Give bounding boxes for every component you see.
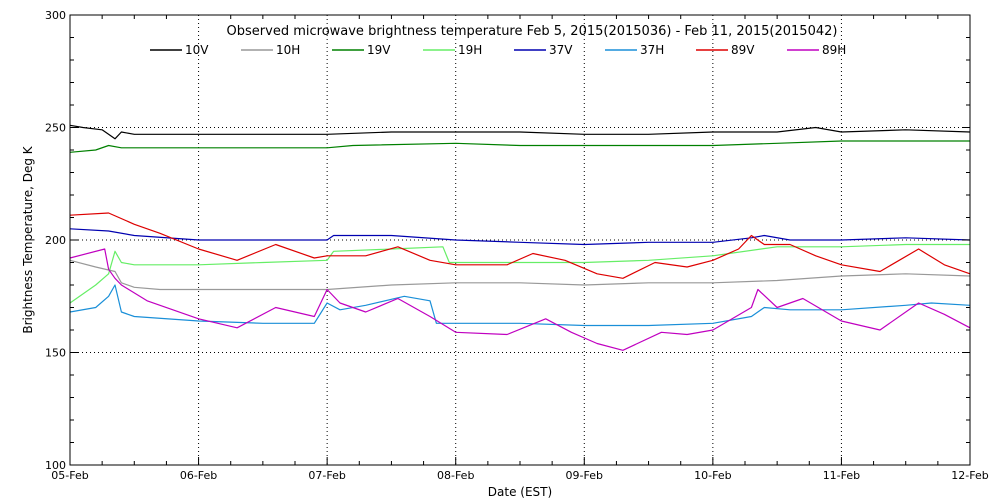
y-tick-label: 250 <box>45 122 66 135</box>
x-tick-label: 06-Feb <box>180 469 217 482</box>
y-tick-label: 150 <box>45 347 66 360</box>
series-layer <box>69 124 971 351</box>
legend-label-19h: 19H <box>458 43 482 57</box>
series-line-89v <box>69 212 971 279</box>
x-tick-label: 05-Feb <box>51 469 88 482</box>
legend-label-37h: 37H <box>640 43 664 57</box>
y-axis-title: Brightness Temperature, Deg K <box>21 145 35 333</box>
legend-label-10v: 10V <box>185 43 209 57</box>
legend-label-19v: 19V <box>367 43 391 57</box>
legend-label-10h: 10H <box>276 43 300 57</box>
y-tick-label: 100 <box>45 459 66 472</box>
x-tick-label: 08-Feb <box>437 469 474 482</box>
x-tick-label: 09-Feb <box>566 469 603 482</box>
legend-label-37v: 37V <box>549 43 573 57</box>
legend-label-89v: 89V <box>731 43 755 57</box>
x-tick-label: 10-Feb <box>694 469 731 482</box>
series-line-19v <box>69 140 970 153</box>
x-tick-label: 07-Feb <box>308 469 345 482</box>
x-tick-label: 12-Feb <box>951 469 988 482</box>
x-tick-label: 11-Feb <box>823 469 860 482</box>
y-tick-label: 200 <box>45 234 66 247</box>
series-line-10h <box>69 259 971 291</box>
legend-label-89h: 89H <box>822 43 846 57</box>
x-axis-title: Date (EST) <box>488 485 552 499</box>
chart-title: Observed microwave brightness temperatur… <box>227 24 838 39</box>
legend: 10V 10H 19V 19H 37V 37H 89V 89H <box>150 43 846 57</box>
series-line-89h <box>69 248 971 351</box>
series-line-10v <box>69 124 971 140</box>
series-line-37h <box>69 284 971 327</box>
series-line-37v <box>69 228 971 246</box>
y-tick-label: 300 <box>45 9 66 22</box>
tick-layer: 05-Feb 06-Feb 07-Feb 08-Feb 09-Feb 10-Feb 11-F… <box>45 9 989 482</box>
